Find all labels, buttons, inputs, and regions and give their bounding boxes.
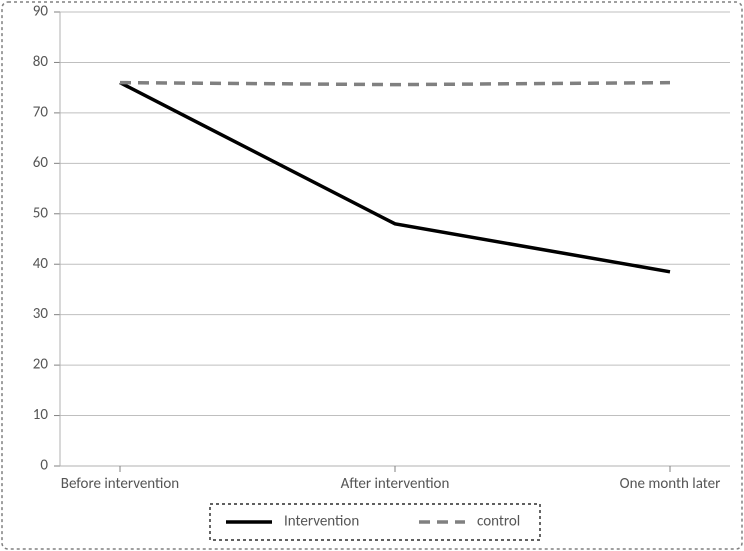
legend-label: control [477,513,520,531]
y-tick-label: 60 [33,154,49,172]
chart-container: 0 10 20 30 40 50 60 70 80 90 Before intervention Af… [0,0,744,551]
y-tick-label: 20 [33,356,49,374]
y-tick-label: 50 [33,204,49,222]
legend-label: Intervention [284,513,359,531]
x-tick-label: Before intervention [61,475,179,493]
y-tick-label: 90 [33,3,49,21]
y-tick-label: 0 [40,457,48,475]
y-tick-label: 30 [33,305,49,323]
chart-svg: 0 10 20 30 40 50 60 70 80 90 Before intervention Af… [0,0,744,551]
x-tick-label: One month later [620,475,721,493]
x-tick-label: After intervention [341,475,450,493]
y-tick-label: 40 [33,255,49,273]
y-tick-label: 10 [33,406,49,424]
y-tick-label: 80 [33,53,49,71]
y-tick-label: 70 [33,103,49,121]
